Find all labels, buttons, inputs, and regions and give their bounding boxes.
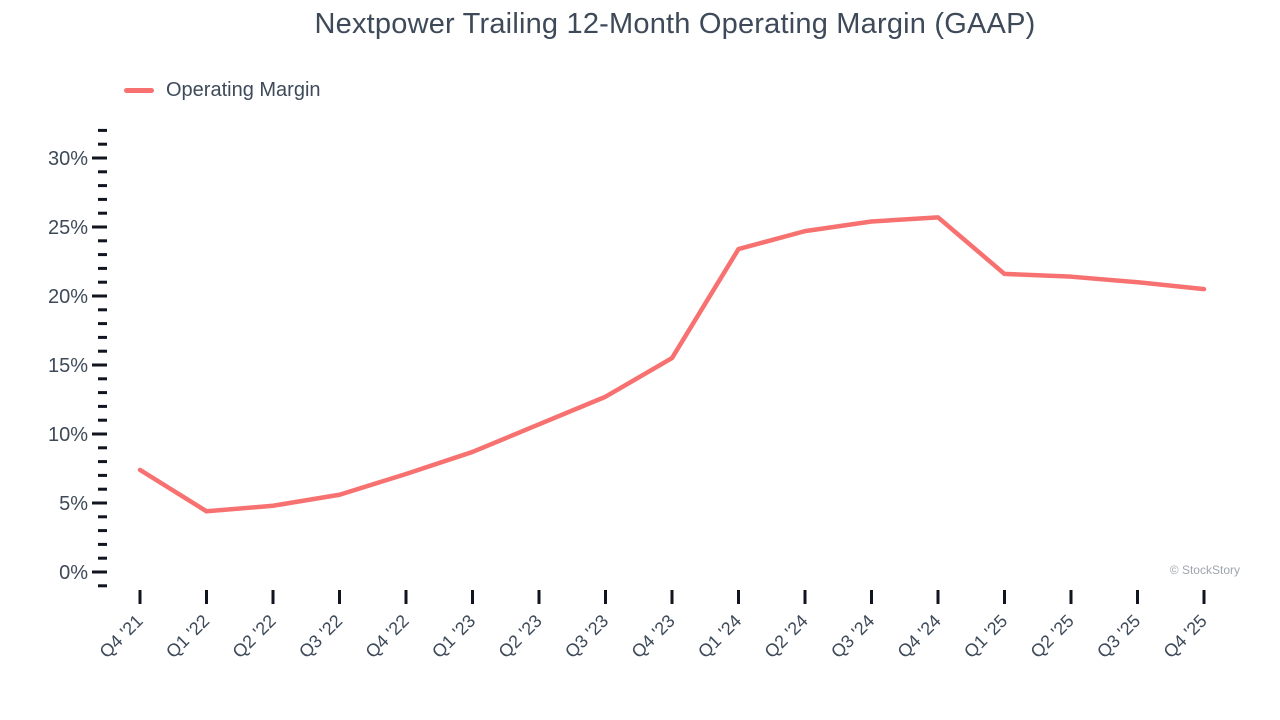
y-axis-tick-label: 0% <box>59 562 88 584</box>
x-axis-tick-label: Q3 '23 <box>561 611 612 662</box>
x-axis-tick-label: Q1 '24 <box>694 611 745 662</box>
series-line-operating-margin <box>137 215 1207 514</box>
chart-title: Nextpower Trailing 12-Month Operating Ma… <box>314 8 1036 40</box>
x-axis-tick-label: Q4 '24 <box>894 611 945 662</box>
x-axis-tick-label: Q3 '22 <box>295 611 346 662</box>
legend-line-swatch-icon <box>124 88 154 93</box>
legend-item: Operating Margin <box>124 79 321 102</box>
x-axis-tick-label: Q2 '23 <box>495 611 546 662</box>
x-axis-tick-label: Q1 '25 <box>960 611 1011 662</box>
x-axis-tick-label: Q2 '24 <box>761 611 812 662</box>
x-axis-tick-label: Q3 '24 <box>827 611 878 662</box>
x-axis-tick-label: Q2 '25 <box>1027 611 1078 662</box>
x-axis-tick-label: Q1 '22 <box>162 611 213 662</box>
x-axis-tick-label: Q4 '25 <box>1160 611 1211 662</box>
y-axis-tick-label: 30% <box>48 148 88 170</box>
watermark-text: © StockStory <box>1169 563 1240 577</box>
y-axis-tick-label: 5% <box>59 493 88 515</box>
x-axis-tick-label: Q2 '22 <box>229 611 280 662</box>
y-axis-tick-label: 10% <box>48 424 88 446</box>
legend-label: Operating Margin <box>166 79 321 101</box>
y-axis-tick-label: 20% <box>48 286 88 308</box>
x-axis-tick-label: Q4 '21 <box>96 611 147 662</box>
x-axis-tick-label: Q4 '23 <box>628 611 679 662</box>
legend: Operating Margin <box>124 79 321 102</box>
y-axis-tick-label: 25% <box>48 217 88 239</box>
x-axis-tick-label: Q4 '22 <box>362 611 413 662</box>
y-axis-tick-label: 15% <box>48 355 88 377</box>
x-axis-tick-label: Q1 '23 <box>428 611 479 662</box>
x-axis-tick-label: Q3 '25 <box>1093 611 1144 662</box>
